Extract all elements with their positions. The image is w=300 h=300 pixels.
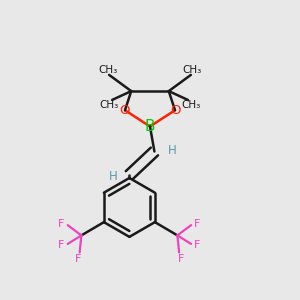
Text: CH₃: CH₃ <box>100 100 119 110</box>
Text: F: F <box>58 219 64 229</box>
Text: F: F <box>58 239 64 250</box>
Text: O: O <box>170 104 180 117</box>
Text: F: F <box>75 254 81 264</box>
Text: B: B <box>145 119 155 134</box>
Text: CH₃: CH₃ <box>98 65 117 76</box>
Text: CH₃: CH₃ <box>181 100 200 110</box>
Text: F: F <box>177 254 184 264</box>
Text: CH₃: CH₃ <box>183 65 202 76</box>
Text: F: F <box>194 239 201 250</box>
Text: H: H <box>168 143 176 157</box>
Text: H: H <box>109 170 118 183</box>
Text: F: F <box>194 219 201 229</box>
Text: O: O <box>120 104 130 117</box>
